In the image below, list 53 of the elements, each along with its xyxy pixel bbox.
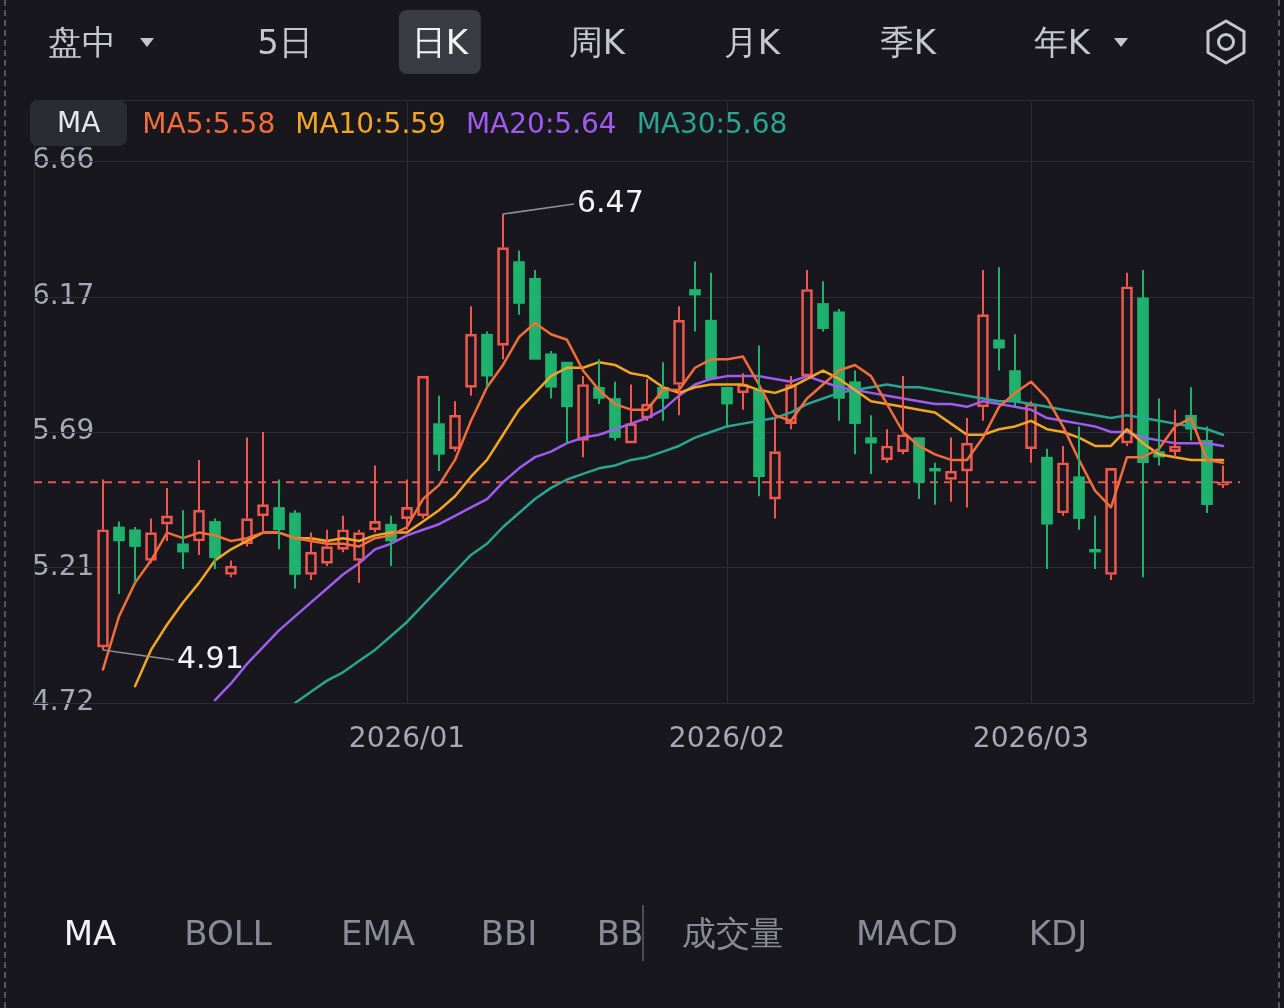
- text: BB: [595, 912, 645, 955]
- x-tick-label: 2026/02: [668, 721, 786, 755]
- text: 4.91: [177, 639, 244, 675]
- text: EMA: [339, 912, 417, 955]
- text: 5日: [256, 21, 314, 64]
- text: KDJ: [1027, 912, 1089, 955]
- text: MA: [62, 912, 118, 955]
- x-tick-label: 2026/01: [348, 721, 466, 755]
- text: MACD: [855, 912, 959, 955]
- candlestick: [113, 520, 125, 596]
- text: MA10:5.59: [295, 106, 446, 140]
- candlestick: [529, 268, 541, 360]
- candlestick: [209, 517, 221, 570]
- y-tick-label: 5.21: [32, 548, 95, 582]
- text: MA30:5.68: [636, 106, 788, 140]
- candlestick: [993, 266, 1005, 372]
- candlestick: [177, 509, 189, 570]
- text: BOLL: [183, 912, 273, 955]
- y-tick-label: 5.69: [32, 413, 95, 447]
- candlestick: [561, 361, 573, 445]
- legend-title: MA: [57, 106, 101, 139]
- candlestick: [721, 386, 733, 428]
- candlestick: [1089, 514, 1101, 570]
- candlestick: [1137, 268, 1149, 579]
- text: 成交量: [681, 912, 785, 955]
- text: BBI: [479, 912, 539, 955]
- text: 季K: [878, 21, 938, 64]
- text: 年K: [1032, 21, 1092, 64]
- x-tick-label: 2026/03: [972, 721, 1090, 755]
- candlestick: [913, 437, 925, 501]
- tab: 日K: [398, 10, 482, 74]
- candlestick: [1041, 447, 1053, 570]
- text: MA20:5.64: [465, 106, 617, 140]
- candlestick: [129, 525, 141, 584]
- candlestick: [545, 349, 557, 400]
- candlestick: [289, 509, 301, 590]
- candlestick: [817, 280, 829, 333]
- candlestick: [929, 461, 941, 506]
- candlestick: [689, 260, 701, 333]
- candlestick: [481, 330, 493, 389]
- button: MA: [30, 100, 128, 146]
- text: 周K: [567, 21, 627, 64]
- candlestick: [513, 249, 525, 316]
- candlestick: [273, 478, 285, 551]
- candlestick: [433, 394, 445, 473]
- candlestick: [865, 414, 877, 475]
- candlestick: [753, 344, 765, 498]
- candlestick: [705, 271, 717, 380]
- text: 6.47: [577, 183, 644, 219]
- candlestick: [1073, 425, 1085, 531]
- text: 盘中: [47, 21, 117, 64]
- text: 月K: [722, 21, 782, 64]
- text: MA5:5.58: [142, 106, 276, 140]
